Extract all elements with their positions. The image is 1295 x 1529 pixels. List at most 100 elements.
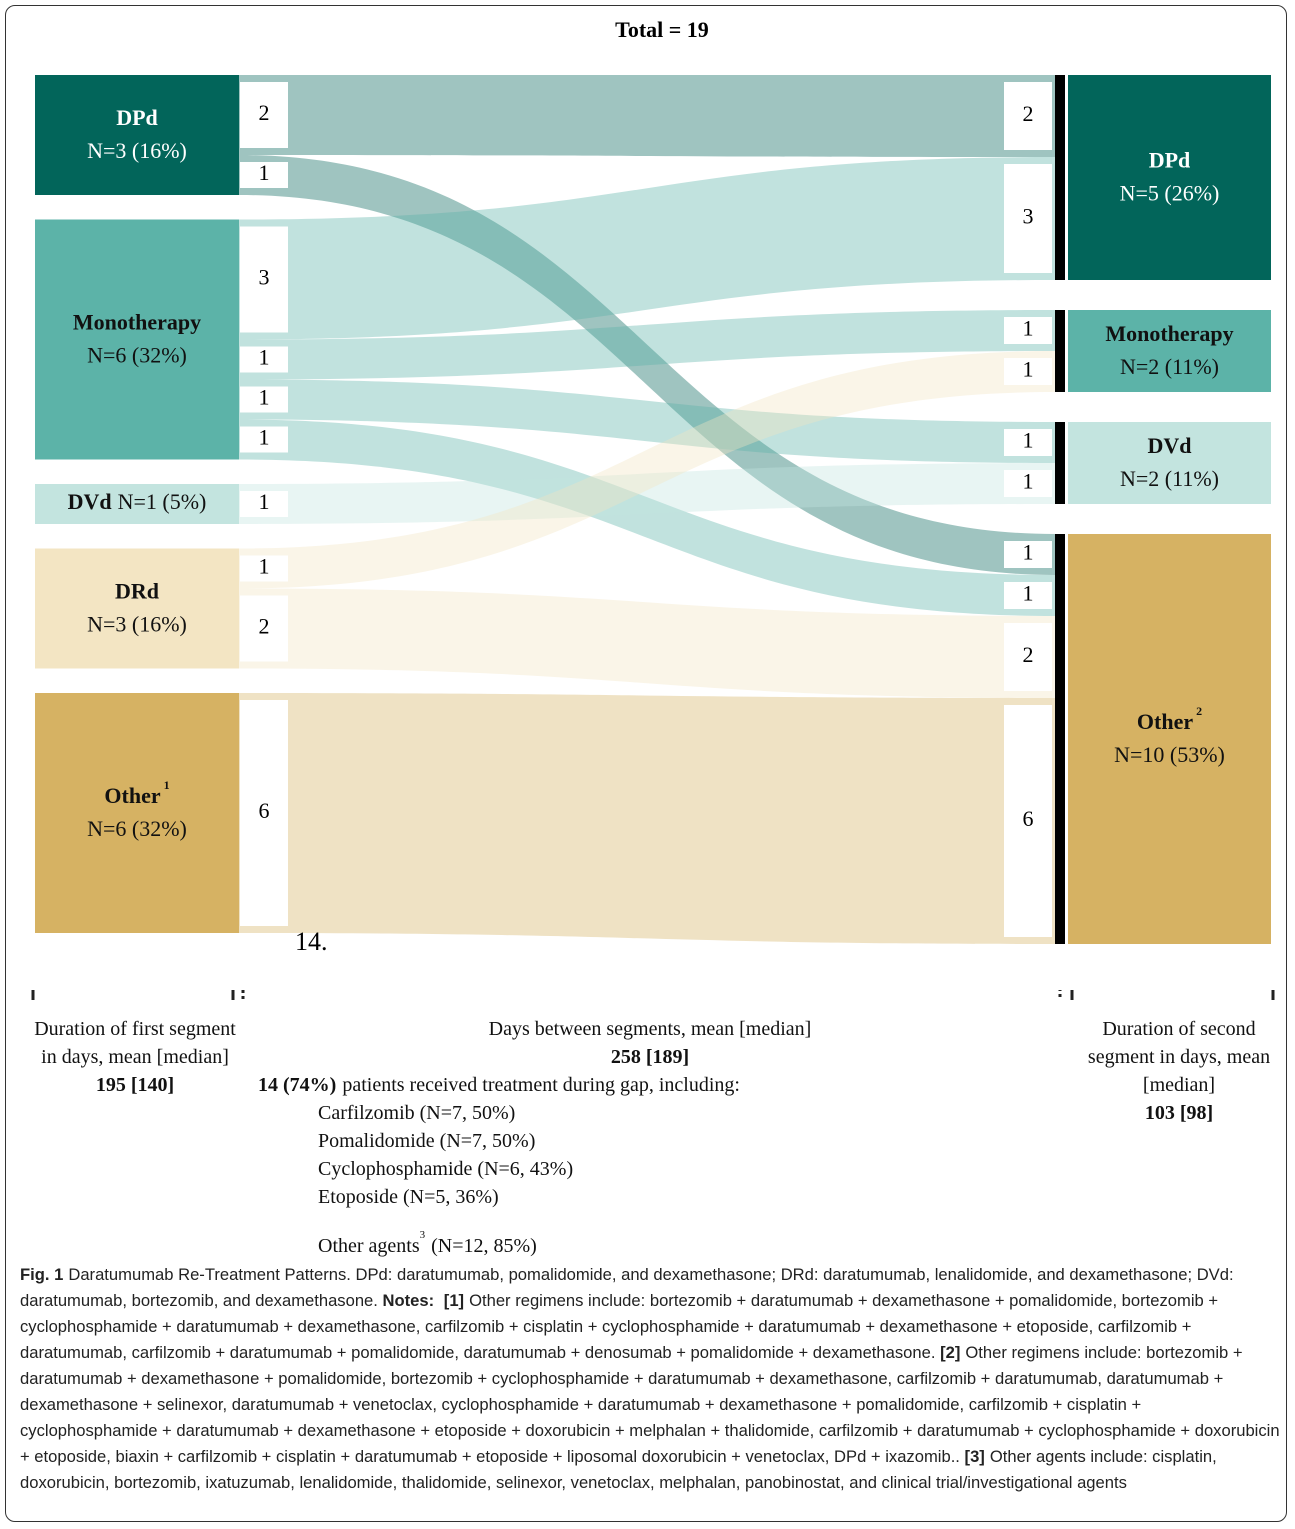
flow-value-left: 2: [259, 100, 270, 125]
flow-label-box: [240, 700, 288, 926]
flow-value-right: 1: [1023, 581, 1034, 606]
first-duration: Duration of first segment in days, mean …: [25, 1015, 245, 1099]
node-name-line: DVd: [1147, 433, 1191, 458]
flow-value-right: 1: [1023, 357, 1034, 382]
note-text: Other regimens include: bortezomib + dar…: [20, 1291, 1219, 1362]
other-agents-count: (N=12, 85%): [431, 1235, 537, 1257]
node-count: N=1 (5%): [118, 489, 207, 514]
flow-label-box: [1004, 317, 1052, 344]
bracket-first: [31, 990, 235, 1000]
flow-label-box: [240, 226, 288, 333]
node-name: DVd: [1147, 433, 1191, 458]
flow-value-left: 1: [259, 425, 270, 450]
node-name: DVd: [68, 489, 112, 514]
node: [1068, 75, 1271, 280]
flow: [239, 310, 1055, 380]
flow: [239, 693, 1055, 944]
flow-label-box: [1004, 582, 1052, 609]
node: [35, 75, 239, 195]
flow-label-box: [240, 386, 288, 413]
second-value: 103 [98]: [1144, 1102, 1214, 1124]
note-text: Other regimens include: bortezomib + dar…: [20, 1343, 1280, 1466]
node-note: 1: [164, 778, 170, 792]
figure-frame: [5, 5, 1287, 1522]
caption-fig: Fig. 1: [20, 1265, 64, 1284]
node-name-line: Monotherapy: [1105, 321, 1233, 346]
node: [1068, 310, 1271, 392]
flow-value-right: 1: [1023, 428, 1034, 453]
flow: [239, 463, 1055, 524]
flow-label-box: [240, 595, 288, 662]
flow: [239, 419, 1055, 616]
flow-label-box: [240, 426, 288, 453]
flow-value-right: 1: [1023, 540, 1034, 565]
node-name: DPd: [1149, 148, 1191, 173]
note-marker: [3]: [964, 1447, 985, 1466]
figure-title: Total = 19: [615, 17, 709, 42]
flow-value-right: 1: [1023, 469, 1034, 494]
flow-value-left: 6: [259, 798, 270, 823]
node-edge: [1055, 75, 1065, 280]
flow-label-box: [1004, 705, 1052, 937]
flow-label-box: [1004, 358, 1052, 385]
node: [35, 484, 239, 524]
flow-label-box: [240, 491, 288, 517]
second-label: Duration of second segment in days, mean…: [1087, 1018, 1271, 1096]
stray-label: 14.: [295, 927, 328, 956]
flow: [239, 155, 1055, 575]
node-name-line: Other 2: [1137, 704, 1202, 734]
second-duration: Duration of second segment in days, mean…: [1075, 1015, 1283, 1127]
flow-value-right: 2: [1023, 642, 1034, 667]
gap-duration: Days between segments, mean [median] 258…: [245, 1015, 1055, 1260]
note-marker: [1]: [443, 1291, 465, 1310]
node-count: N=3 (16%): [87, 138, 187, 163]
flows: 2 2 1 1 3 3 1 1 1 1 1 1 1 1 1 1 2 2 6 6: [239, 75, 1055, 944]
caption-text: Daratumumab Re-Treatment Patterns. DPd: …: [20, 1265, 1234, 1310]
agent-item: Etoposide (N=5, 36%): [318, 1186, 499, 1208]
node-name-line: DPd: [1149, 148, 1191, 173]
node: [1068, 534, 1271, 944]
flow-label-box: [1004, 164, 1052, 273]
flow: [239, 157, 1055, 340]
flow: [239, 588, 1055, 698]
node: [1068, 422, 1271, 504]
flow-value-right: 6: [1023, 806, 1034, 831]
agent-item: Carfilzomib (N=7, 50%): [318, 1102, 516, 1124]
node-count: N=5 (26%): [1120, 181, 1220, 206]
flow-value-left: 1: [259, 160, 270, 185]
node-note: 2: [1196, 704, 1202, 718]
flow-value-right: 1: [1023, 316, 1034, 341]
note-text: Other agents include: cisplatin, doxorub…: [20, 1447, 1217, 1492]
node-name-line: DRd: [115, 579, 159, 604]
node-name-line: Monotherapy: [73, 310, 201, 335]
node-count: N=10 (53%): [1114, 742, 1225, 767]
other-agents-name: Other agents: [318, 1235, 420, 1257]
gap-label: Days between segments, mean [median]: [488, 1018, 812, 1040]
node-name-line: Other 1: [104, 778, 169, 808]
node-edge: [1055, 422, 1065, 504]
treated-count: 14 (74%): [258, 1074, 337, 1096]
node-name: Other: [104, 783, 160, 808]
flow-label-box: [240, 555, 288, 582]
flow-value-left: 1: [259, 489, 270, 514]
agent-list: Carfilzomib (N=7, 50%) Pomalidomide (N=7,…: [245, 1099, 1055, 1211]
flow-value-left: 1: [259, 554, 270, 579]
node: [35, 548, 239, 669]
agent-item: Pomalidomide (N=7, 50%): [318, 1130, 536, 1152]
treated-line: 14 (74%) patients received treatment duri…: [245, 1071, 1055, 1099]
flow-value-left: 3: [259, 265, 270, 290]
first-value: 195 [140]: [95, 1074, 175, 1096]
flow-value-right: 2: [1023, 101, 1034, 126]
node-name: DPd: [116, 105, 158, 130]
flow-label-box: [1004, 541, 1052, 568]
flow-label-box: [1004, 470, 1052, 497]
flow-label-box: [240, 82, 288, 148]
node-count: N=2 (11%): [1120, 466, 1219, 491]
node-count: N=6 (32%): [87, 816, 187, 841]
sankey-diagram: Total = 19 2 2 1 1 3 3 1 1 1 1 1 1 1 1 1 1 2 2 6 6 DPd N=3 (…: [31, 17, 1275, 1000]
flow-label-box: [1004, 429, 1052, 456]
node: [35, 693, 239, 933]
node-name: DRd: [115, 579, 159, 604]
